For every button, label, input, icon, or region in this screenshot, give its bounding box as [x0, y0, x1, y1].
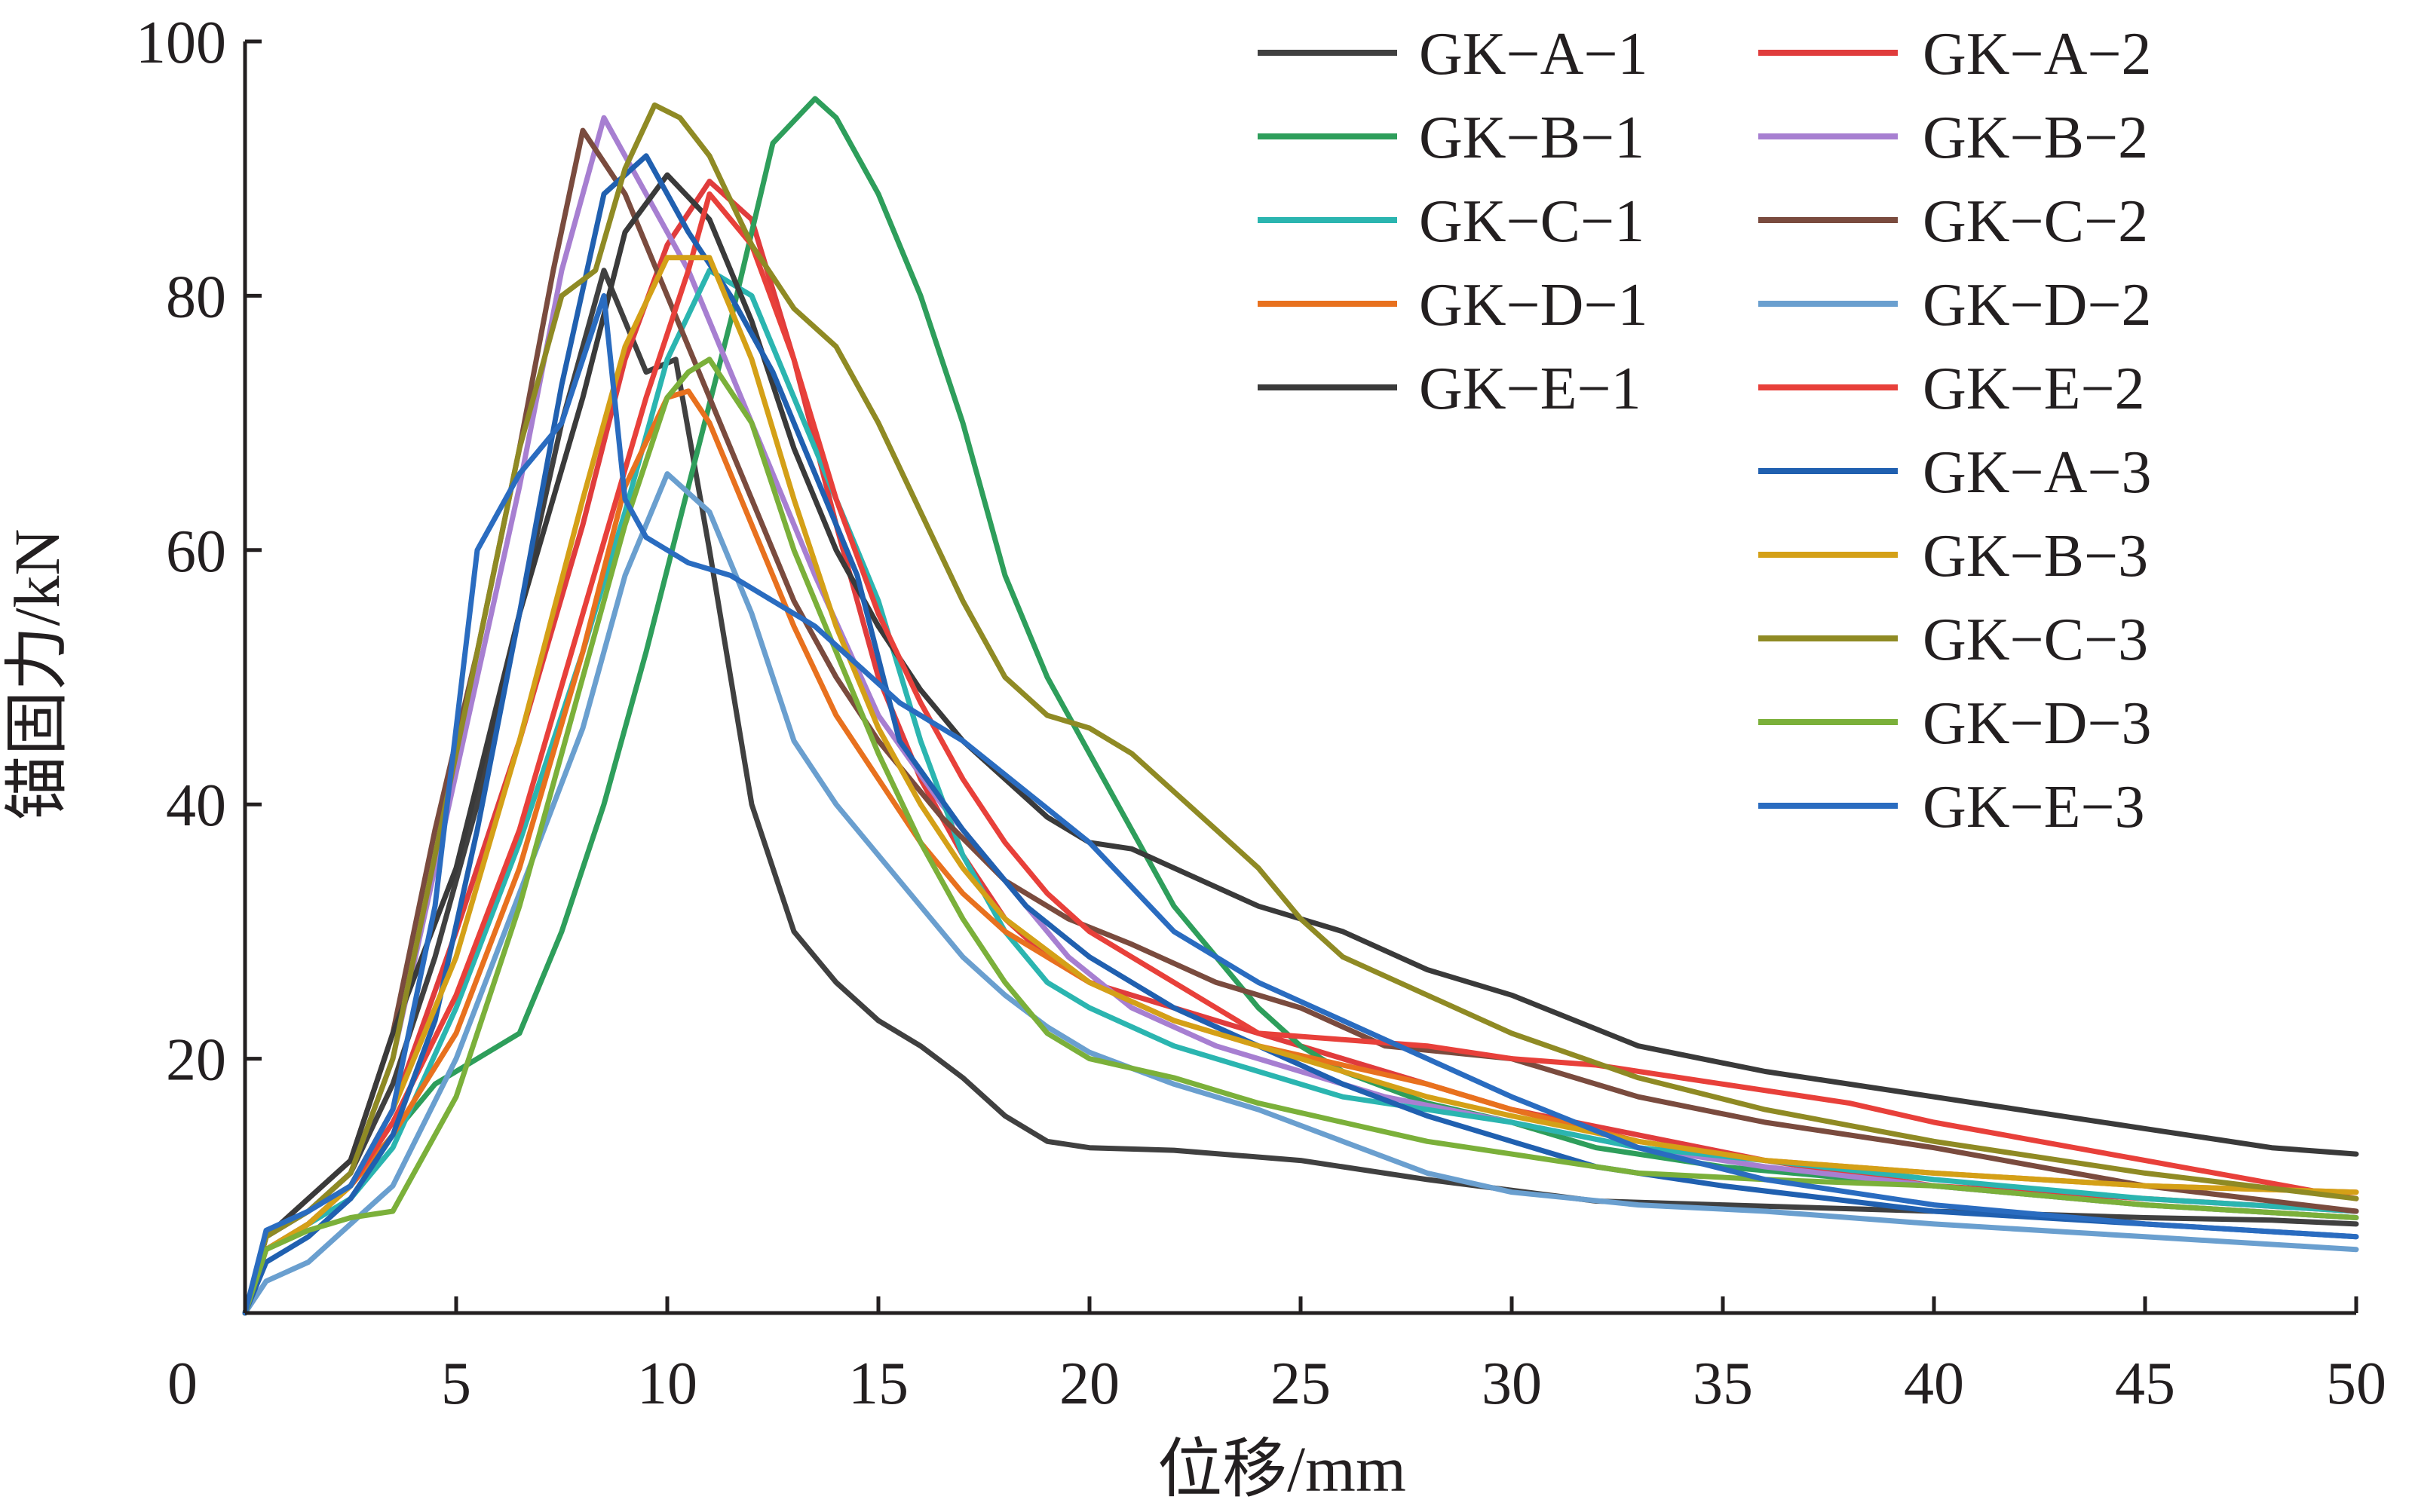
legend-label: GK−A−2: [1923, 21, 2152, 87]
x-tick-label: 50: [2326, 1351, 2386, 1417]
series-line-GK−B−3: [242, 255, 2359, 1316]
x-axis-title: 位移/mm: [1157, 1433, 1406, 1505]
series-line-GK−D−1: [242, 388, 2359, 1316]
legend-item-GK−A−2: GK−A−2: [1758, 21, 2152, 87]
legend-label: GK−C−3: [1923, 607, 2148, 673]
legend-label: GK−C−1: [1419, 188, 1644, 255]
legend-item-GK−D−3: GK−D−3: [1758, 690, 2152, 757]
legend-label: GK−D−1: [1419, 272, 1648, 338]
legend-item-GK−B−1: GK−B−1: [1258, 105, 1644, 171]
y-tick-label: 80: [166, 264, 226, 330]
series-line-GK−D−2: [242, 471, 2359, 1316]
legend-item-GK−E−1: GK−E−1: [1258, 356, 1641, 422]
legend-label: GK−B−2: [1923, 105, 2148, 171]
legend-label: GK−E−1: [1419, 356, 1641, 422]
legend-label: GK−B−1: [1419, 105, 1644, 171]
legend-item-GK−E−2: GK−E−2: [1758, 356, 2145, 422]
x-tick-label: 45: [2115, 1351, 2175, 1417]
series-line-GK−D−3: [242, 357, 2359, 1316]
x-tick-label: 25: [1270, 1351, 1331, 1417]
x-tick-label: 15: [848, 1351, 909, 1417]
legend-item-GK−A−3: GK−A−3: [1758, 439, 2152, 506]
legend-item-GK−B−2: GK−B−2: [1758, 105, 2148, 171]
legend: GK−A−1 GK−A−2 GK−B−1 GK−B−2 GK−C−1 GK−C−2 GK−D…: [1258, 21, 2152, 840]
y-tick-label: 40: [166, 773, 226, 839]
series-line-GK−E−3: [242, 292, 2359, 1316]
y-tick-label: 100: [136, 10, 226, 76]
y-tick-label: 20: [166, 1027, 226, 1094]
legend-item-GK−A−1: GK−A−1: [1258, 21, 1648, 87]
x-tick-label: 20: [1059, 1351, 1120, 1417]
x-tick-label: 30: [1482, 1351, 1542, 1417]
legend-label: GK−D−3: [1923, 690, 2152, 757]
legend-item-GK−C−2: GK−C−2: [1758, 188, 2148, 255]
y-tick-label: 60: [166, 519, 226, 585]
legend-label: GK−D−2: [1923, 272, 2152, 338]
legend-label: GK−E−2: [1923, 356, 2145, 422]
legend-item-GK−C−1: GK−C−1: [1258, 188, 1644, 255]
legend-label: GK−A−1: [1419, 21, 1648, 87]
legend-label: GK−E−3: [1923, 774, 2145, 840]
x-tick-label: 0: [167, 1351, 198, 1417]
legend-item-GK−E−3: GK−E−3: [1758, 774, 2145, 840]
series-line-GK−C−3: [242, 102, 2359, 1316]
axes-layer: 0 5 10 15 20 25 30 35 40 45 50 20 40 60 80 100: [136, 10, 2386, 1417]
series-layer: [242, 96, 2359, 1316]
x-tick-label: 5: [441, 1351, 471, 1417]
series-line-GK−A−3: [242, 153, 2359, 1316]
legend-label: GK−B−3: [1923, 523, 2148, 589]
legend-label: GK−C−2: [1923, 188, 2148, 255]
legend-item-GK−B−3: GK−B−3: [1758, 523, 2148, 589]
series-line-GK−C−1: [242, 268, 2359, 1316]
legend-item-GK−C−3: GK−C−3: [1758, 607, 2148, 673]
x-tick-label: 10: [637, 1351, 697, 1417]
y-axis-title: 锚固力/kN: [1, 529, 73, 821]
series-line-GK−C−2: [242, 127, 2359, 1316]
x-tick-label: 35: [1693, 1351, 1753, 1417]
legend-label: GK−A−3: [1923, 439, 2152, 506]
x-tick-label: 40: [1904, 1351, 1964, 1417]
legend-item-GK−D−2: GK−D−2: [1758, 272, 2152, 338]
legend-item-GK−D−1: GK−D−1: [1258, 272, 1648, 338]
series-line-GK−E−1: [242, 172, 2359, 1316]
